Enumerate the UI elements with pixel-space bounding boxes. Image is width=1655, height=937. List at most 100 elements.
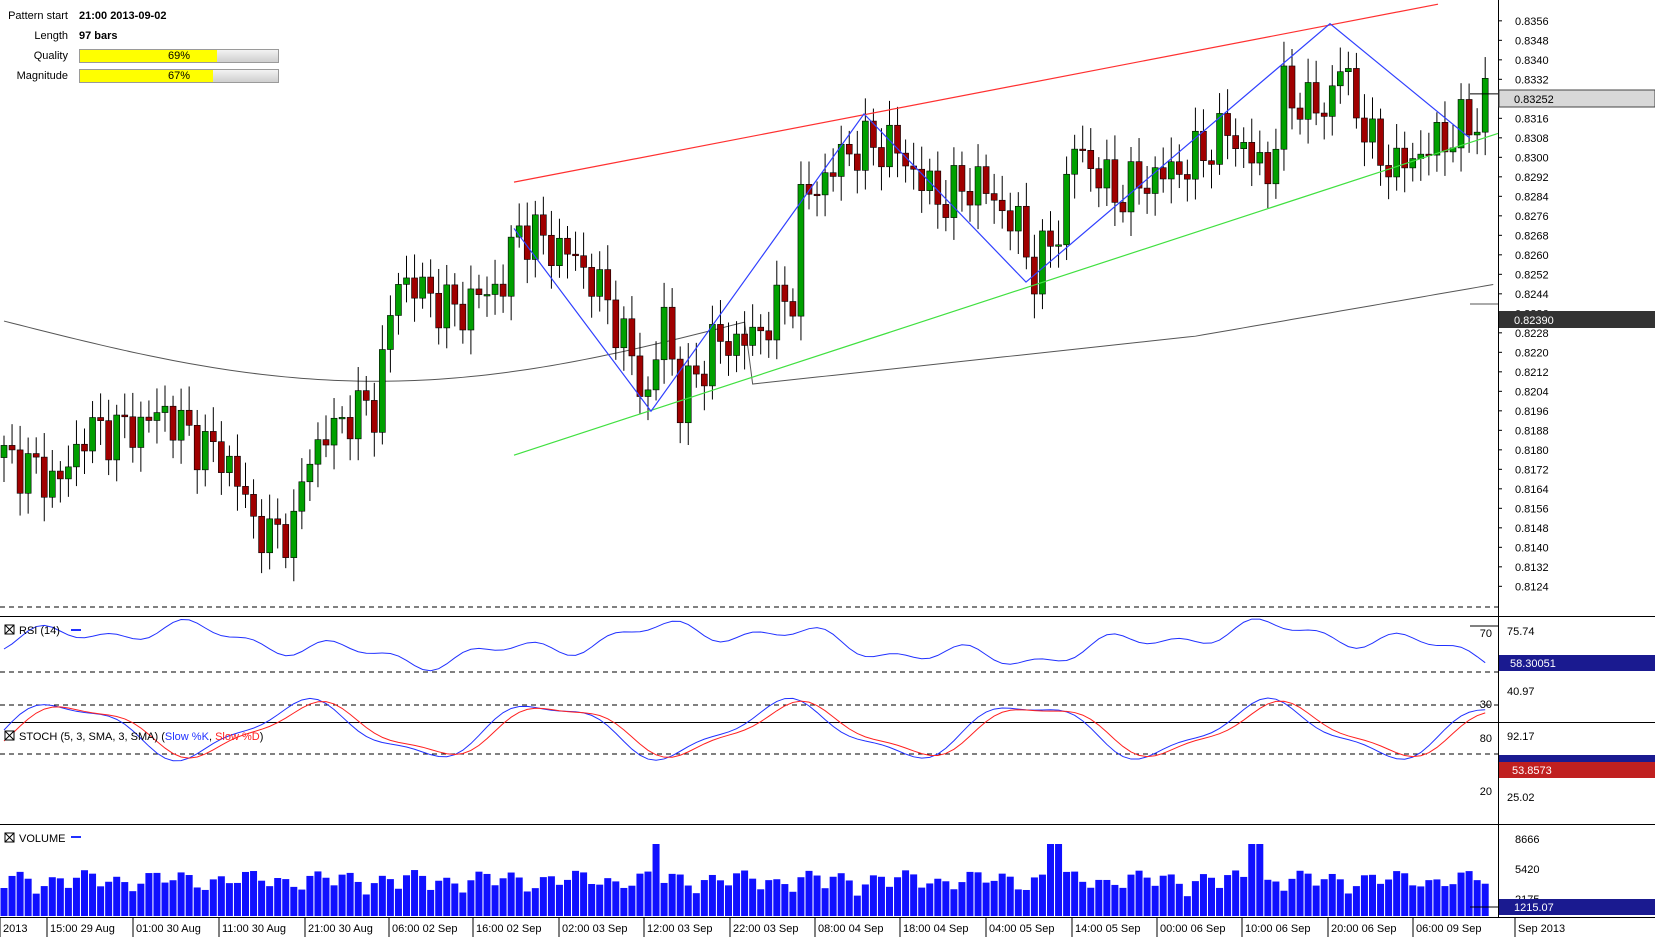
candle bbox=[1071, 134, 1078, 199]
candle bbox=[596, 251, 604, 312]
volume-bar bbox=[733, 873, 741, 916]
candle bbox=[105, 399, 112, 476]
volume-bar bbox=[467, 880, 475, 916]
volume-bar bbox=[894, 877, 902, 916]
volume-bar bbox=[564, 879, 571, 916]
volume-bar bbox=[1159, 875, 1167, 916]
candle bbox=[419, 262, 426, 309]
volume-bar bbox=[676, 874, 684, 916]
candle bbox=[1055, 220, 1062, 268]
volume-bar bbox=[48, 877, 56, 916]
volume-bar bbox=[1022, 889, 1030, 916]
price-ytick: 0.8220 bbox=[1515, 347, 1549, 359]
volume-bar bbox=[1006, 876, 1014, 916]
volume-bar bbox=[32, 893, 40, 916]
volume-bar bbox=[411, 870, 419, 916]
candle bbox=[1345, 51, 1352, 96]
candle bbox=[1111, 135, 1119, 226]
volume-bar bbox=[1014, 889, 1022, 916]
candle bbox=[1167, 137, 1175, 204]
volume-bar bbox=[813, 875, 821, 916]
candle bbox=[362, 375, 370, 416]
volume-bar bbox=[612, 881, 620, 916]
time-tick: 12:00 03 Sep bbox=[647, 923, 712, 935]
zigzag-line bbox=[513, 22, 1471, 413]
candle bbox=[1312, 60, 1320, 126]
volume-bar bbox=[81, 870, 88, 916]
volume-bar bbox=[596, 884, 604, 916]
volume-bar bbox=[1191, 881, 1199, 916]
price-ytick: 0.8268 bbox=[1515, 230, 1549, 242]
volume-bar bbox=[869, 875, 877, 916]
price-ytick: 0.8316 bbox=[1515, 113, 1549, 125]
volume-bar bbox=[998, 873, 1006, 916]
candle bbox=[330, 398, 338, 470]
candle bbox=[1023, 182, 1030, 270]
volume-bar bbox=[1320, 879, 1328, 916]
candle bbox=[1039, 219, 1046, 310]
volume-bar bbox=[145, 873, 153, 916]
volume-bar bbox=[1038, 874, 1046, 916]
vol-ytick-0: 8666 bbox=[1515, 834, 1539, 846]
volume-title-text: VOLUME bbox=[19, 833, 65, 845]
volume-bar bbox=[531, 888, 539, 916]
price-ytick: 0.8132 bbox=[1515, 562, 1549, 574]
candle bbox=[89, 401, 96, 464]
volume-bar bbox=[523, 891, 531, 916]
candle bbox=[644, 376, 652, 421]
price-ytick: 0.8260 bbox=[1515, 250, 1549, 262]
volume-bar bbox=[708, 874, 716, 916]
candle bbox=[604, 245, 612, 325]
ma-last-badge bbox=[1499, 311, 1655, 328]
volume-bar bbox=[547, 876, 555, 916]
volume-bar bbox=[1151, 885, 1159, 916]
stoch-pane[interactable] bbox=[0, 697, 1498, 762]
volume-bar bbox=[1441, 886, 1449, 916]
time-tick: Sep 2013 bbox=[1518, 923, 1565, 935]
volume-bar bbox=[628, 885, 636, 916]
volume-bar bbox=[354, 881, 362, 916]
volume-bar bbox=[1344, 893, 1352, 916]
candle bbox=[443, 264, 451, 349]
candle bbox=[314, 422, 322, 488]
price-ytick: 0.8228 bbox=[1515, 328, 1549, 340]
rsi-ytick-low: 40.97 bbox=[1507, 686, 1535, 698]
stoch-k-line bbox=[3, 697, 1486, 762]
volume-bar bbox=[378, 875, 386, 916]
candle bbox=[974, 144, 982, 230]
volume-bar bbox=[773, 879, 781, 916]
volume-bar bbox=[749, 878, 757, 916]
candle bbox=[765, 311, 773, 358]
volume-bar bbox=[435, 880, 443, 916]
stoch-level-20: 20 bbox=[1480, 786, 1492, 798]
candle bbox=[1433, 112, 1441, 172]
volume-bar bbox=[1071, 871, 1079, 916]
support-line bbox=[513, 132, 1499, 456]
volume-bar bbox=[886, 886, 893, 916]
candle bbox=[862, 98, 869, 190]
candle bbox=[1103, 139, 1111, 206]
candle bbox=[48, 450, 56, 508]
price-pane[interactable] bbox=[0, 0, 1498, 616]
volume-bar bbox=[958, 882, 966, 916]
candle bbox=[1337, 47, 1344, 104]
volume-bar bbox=[386, 879, 394, 916]
candle bbox=[306, 449, 314, 502]
volume-bar bbox=[217, 876, 225, 916]
volume-bar bbox=[250, 871, 258, 916]
volume-bar bbox=[24, 878, 32, 916]
time-tick: 01:00 30 Aug bbox=[136, 923, 201, 935]
stoch-ytick-low: 25.02 bbox=[1507, 792, 1535, 804]
candle bbox=[427, 259, 434, 318]
quality-bar: 69% bbox=[79, 49, 279, 63]
volume-bar bbox=[620, 887, 628, 916]
magnitude-value: 67% bbox=[167, 70, 191, 82]
volume-bar bbox=[1087, 887, 1095, 916]
candle bbox=[346, 395, 354, 461]
candle bbox=[226, 445, 233, 487]
rsi-pane[interactable] bbox=[0, 606, 1498, 673]
volume-pane[interactable] bbox=[0, 844, 1499, 916]
candle bbox=[725, 322, 732, 376]
